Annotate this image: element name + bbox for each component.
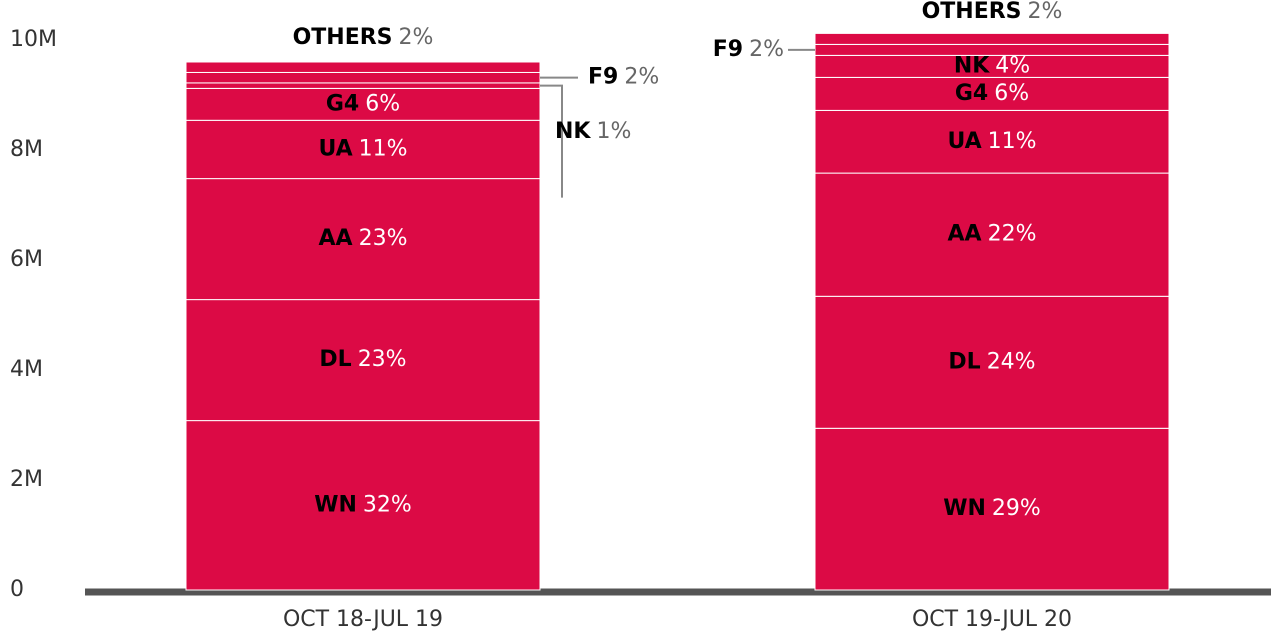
y-tick-label: 10M bbox=[10, 27, 57, 52]
segment-name: DL bbox=[948, 349, 980, 374]
bar-segment bbox=[185, 178, 541, 301]
leader-line bbox=[540, 84, 563, 198]
x-tick-label: OCT 18-JUL 19 bbox=[283, 607, 443, 631]
y-tick-label: 8M bbox=[10, 137, 43, 162]
y-tick-label: 6M bbox=[10, 247, 43, 272]
segment-label: UA 11% bbox=[318, 136, 407, 161]
segment-label: NK 4% bbox=[954, 53, 1030, 78]
segment-label: G4 6% bbox=[955, 81, 1029, 106]
segment-value: 22% bbox=[988, 222, 1037, 247]
bar-segment bbox=[814, 54, 1170, 78]
segment-label: WN 32% bbox=[314, 492, 412, 517]
segment-value: 1% bbox=[596, 119, 631, 144]
bar-segment bbox=[185, 299, 541, 422]
segment-label: AA 22% bbox=[948, 222, 1037, 247]
segment-value: 11% bbox=[988, 129, 1037, 154]
bar-segment bbox=[185, 119, 541, 180]
segment-name: UA bbox=[318, 136, 352, 161]
segment-name: AA bbox=[319, 226, 353, 251]
segment-name: WN bbox=[314, 492, 357, 517]
segment-value: 11% bbox=[359, 136, 408, 161]
segment-label: OTHERS 2% bbox=[922, 0, 1063, 24]
segment-value: 29% bbox=[992, 496, 1041, 521]
segment-name: F9 bbox=[588, 65, 618, 90]
segment-name: G4 bbox=[326, 91, 359, 116]
bar-segment bbox=[814, 295, 1170, 429]
bar-segment bbox=[185, 420, 541, 591]
bar-segment bbox=[185, 87, 541, 121]
x-tick-label: OCT 19-JUL 20 bbox=[912, 607, 1072, 631]
segment-value: 2% bbox=[1028, 0, 1063, 24]
segment-label: DL 23% bbox=[319, 347, 406, 372]
bar-segment bbox=[185, 71, 541, 84]
segment-value: 2% bbox=[399, 25, 434, 50]
segment-label: DL 24% bbox=[948, 349, 1035, 374]
segment-label: F9 2% bbox=[713, 37, 784, 62]
segment-label: OTHERS 2% bbox=[293, 25, 434, 50]
bar-segment bbox=[814, 427, 1170, 591]
segment-name: NK bbox=[954, 53, 990, 78]
y-tick-label: 4M bbox=[10, 357, 43, 382]
segment-value: 6% bbox=[994, 81, 1029, 106]
bar-segment bbox=[814, 32, 1170, 45]
segment-name: OTHERS bbox=[922, 0, 1022, 24]
segment-name: DL bbox=[319, 347, 351, 372]
segment-value: 4% bbox=[995, 53, 1030, 78]
bar-segment bbox=[814, 109, 1170, 174]
y-tick-label: 2M bbox=[10, 467, 43, 492]
segment-label: AA 23% bbox=[319, 226, 408, 251]
segment-name: F9 bbox=[713, 37, 743, 62]
segment-value: 24% bbox=[987, 349, 1036, 374]
segment-label: F9 2% bbox=[588, 65, 659, 90]
bar-segment bbox=[814, 43, 1170, 56]
segment-value: 2% bbox=[749, 37, 784, 62]
segment-name: OTHERS bbox=[293, 25, 393, 50]
segment-name: WN bbox=[943, 496, 986, 521]
segment-name: NK bbox=[555, 119, 591, 144]
segment-name: UA bbox=[947, 129, 981, 154]
bar-segment bbox=[185, 82, 541, 89]
segment-label: WN 29% bbox=[943, 496, 1041, 521]
segment-name: AA bbox=[948, 222, 982, 247]
segment-name: G4 bbox=[955, 81, 988, 106]
bar-segment bbox=[814, 76, 1170, 111]
segment-value: 23% bbox=[358, 347, 407, 372]
segment-label: NK 1% bbox=[555, 119, 631, 144]
segment-value: 6% bbox=[365, 91, 400, 116]
segment-value: 2% bbox=[624, 65, 659, 90]
segment-value: 23% bbox=[359, 226, 408, 251]
segment-label: G4 6% bbox=[326, 91, 400, 116]
bar-segment bbox=[185, 61, 541, 73]
y-tick-label: 0 bbox=[10, 577, 24, 602]
segment-value: 32% bbox=[363, 492, 412, 517]
segment-label: UA 11% bbox=[947, 129, 1036, 154]
